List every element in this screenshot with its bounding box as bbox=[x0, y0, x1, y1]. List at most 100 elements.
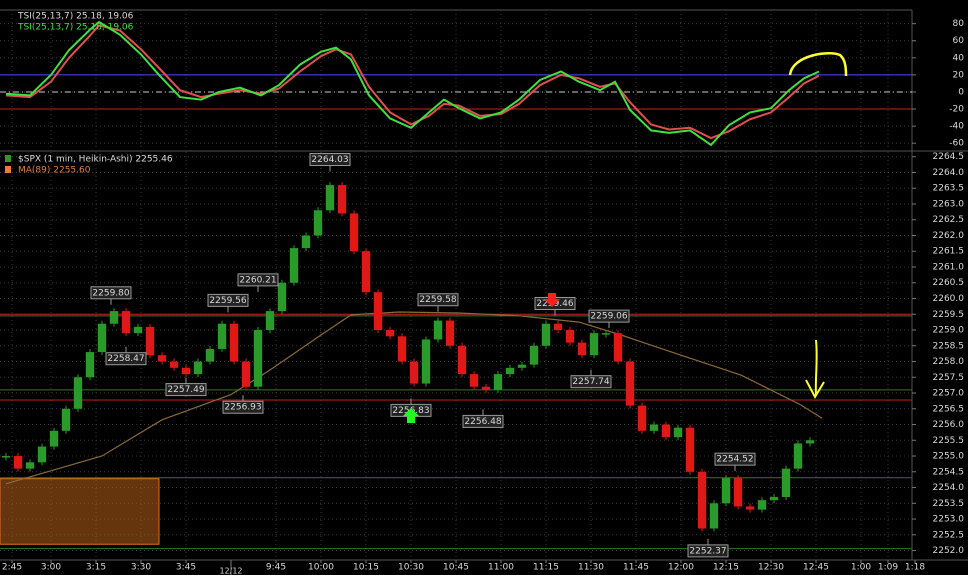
candle bbox=[97, 323, 107, 353]
candle bbox=[529, 345, 539, 365]
candle bbox=[181, 367, 191, 375]
y-tick-label: -40 bbox=[949, 122, 964, 132]
x-tick-label: 11:15 bbox=[533, 563, 559, 573]
y-tick-label: 2264.5 bbox=[933, 152, 965, 162]
y-tick-label: 2263.5 bbox=[933, 184, 965, 194]
candle bbox=[205, 348, 215, 362]
x-tick-label: 11:30 bbox=[578, 563, 604, 573]
annotation-box bbox=[588, 309, 630, 323]
candle bbox=[625, 361, 635, 406]
y-tick-label: 2261.5 bbox=[933, 247, 965, 257]
price-legend: $SPX (1 min, Heikin-Ashi) 2255.46 bbox=[18, 155, 173, 165]
zone bbox=[0, 478, 160, 545]
y-tick-label: 2253.0 bbox=[933, 515, 965, 525]
candle bbox=[661, 424, 671, 438]
y-tick-label: 2261.0 bbox=[933, 262, 965, 272]
candle bbox=[37, 446, 47, 463]
y-tick-label: 2262.0 bbox=[933, 231, 965, 241]
candle bbox=[1, 456, 11, 458]
candle bbox=[565, 330, 575, 343]
x-tick-label: 10:30 bbox=[398, 563, 424, 573]
y-tick-label: 2252.0 bbox=[933, 546, 965, 556]
candle bbox=[361, 251, 371, 293]
annotation-box bbox=[207, 293, 249, 307]
y-tick-label: 2252.5 bbox=[933, 530, 965, 540]
sell-arrow bbox=[544, 293, 560, 307]
x-tick-label: 3:15 bbox=[86, 563, 106, 573]
candle bbox=[481, 386, 491, 390]
candle bbox=[313, 210, 323, 236]
annotation-label: 2258.47 bbox=[107, 354, 144, 364]
annotation-label: 2256.48 bbox=[464, 417, 501, 427]
candle bbox=[457, 345, 467, 375]
candle bbox=[277, 282, 287, 312]
x-tick-label: 3:30 bbox=[131, 563, 151, 573]
candle bbox=[265, 311, 275, 331]
y-tick-label: -20 bbox=[949, 105, 964, 115]
candle bbox=[385, 330, 395, 337]
x-tick-label: 1:00 bbox=[851, 563, 871, 573]
candle bbox=[73, 377, 83, 409]
y-tick-label: 2256.5 bbox=[933, 404, 965, 414]
candle bbox=[337, 185, 347, 214]
candle bbox=[445, 320, 455, 346]
x-tick-label: 11:45 bbox=[623, 563, 649, 573]
annotation-label: 2264.03 bbox=[311, 155, 348, 165]
y-tick-label: 2254.5 bbox=[933, 467, 965, 477]
annotation-box bbox=[165, 383, 207, 397]
y-tick-label: 2257.0 bbox=[933, 389, 965, 399]
candle bbox=[781, 468, 791, 497]
candle bbox=[325, 185, 335, 211]
candle bbox=[709, 503, 719, 529]
candle bbox=[85, 352, 95, 378]
candle bbox=[61, 408, 71, 431]
y-tick-label: 2255.0 bbox=[933, 452, 965, 462]
annotation-box bbox=[462, 414, 504, 428]
candle bbox=[349, 213, 359, 252]
candle bbox=[109, 311, 119, 324]
candle bbox=[433, 320, 443, 340]
candle bbox=[253, 330, 263, 387]
y-tick-label: 2255.5 bbox=[933, 436, 965, 446]
x-tick-label: 2:45 bbox=[2, 563, 22, 573]
candle bbox=[733, 478, 743, 507]
tsi-legend: TSI(25,13,7) 25.18, 19.06 bbox=[17, 12, 134, 22]
x-tick-label: 12:30 bbox=[758, 563, 784, 573]
candle bbox=[601, 333, 611, 335]
x-tick-label: 12:45 bbox=[803, 563, 829, 573]
candle bbox=[541, 323, 551, 346]
annotation-label: 2254.52 bbox=[716, 455, 753, 465]
candle bbox=[241, 361, 251, 387]
candle bbox=[577, 342, 587, 356]
annotation-label: 2256.93 bbox=[224, 403, 261, 413]
y-tick-label: -60 bbox=[949, 139, 964, 149]
x-tick-label: 12:15 bbox=[713, 563, 739, 573]
y-tick-label: 40 bbox=[953, 53, 965, 63]
tsi-line bbox=[5, 20, 820, 147]
y-tick-label: 2264.0 bbox=[933, 168, 965, 178]
candle bbox=[301, 235, 311, 249]
plot-content: 80 60 40 20 0 -20 -40 -60 2252.0 2252.5 2253.0 2253… bbox=[0, 10, 964, 575]
x-tick-label: 12:00 bbox=[668, 563, 694, 573]
y-tick-label: 2262.5 bbox=[933, 215, 965, 225]
annotation-label: 2257.74 bbox=[572, 377, 609, 387]
tsi-legend: TSI(25,13,7) 25.18, 19.06 bbox=[17, 23, 134, 33]
candle bbox=[49, 430, 59, 447]
y-tick-label: 2259.5 bbox=[933, 310, 965, 320]
annotation-box bbox=[90, 286, 132, 300]
candle bbox=[217, 323, 227, 349]
legend-swatch bbox=[5, 155, 11, 162]
candle bbox=[421, 339, 431, 384]
x-tick-label: 1:18 bbox=[905, 563, 925, 573]
candle bbox=[133, 326, 143, 334]
buy-arrow bbox=[403, 408, 419, 423]
y-tick-label: 80 bbox=[953, 19, 965, 29]
candle bbox=[157, 355, 167, 362]
y-tick-label: 2258.5 bbox=[933, 341, 965, 351]
hand-drawing bbox=[788, 51, 848, 77]
annotation-box bbox=[105, 352, 147, 366]
y-tick-label: 2253.5 bbox=[933, 499, 965, 509]
annotation-label: 2257.49 bbox=[167, 385, 204, 395]
candle bbox=[517, 364, 527, 368]
